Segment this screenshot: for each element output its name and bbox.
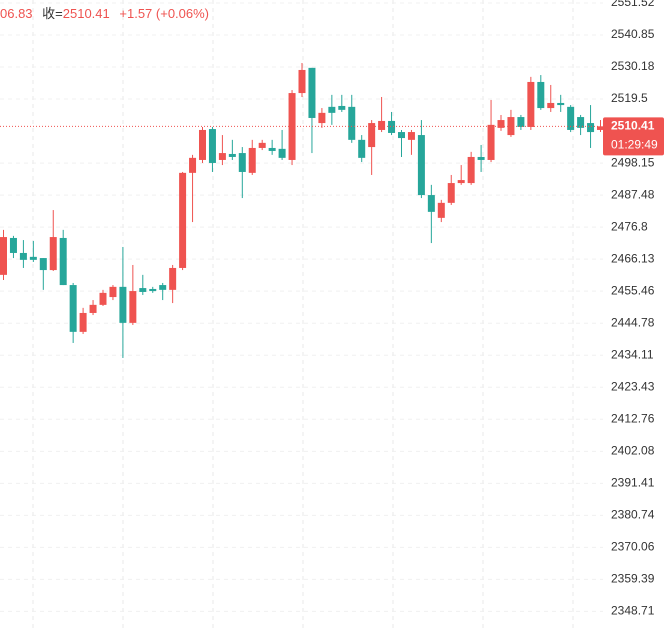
candle-body	[457, 180, 465, 184]
candle-body	[447, 183, 455, 203]
candle-body	[527, 81, 535, 127]
candle-body	[358, 139, 366, 158]
header-change: +1.57 (+0.06%)	[119, 6, 209, 21]
y-tick-label: 2551.52	[611, 0, 655, 9]
y-tick-label: 2476.8	[611, 219, 648, 233]
candle-body	[467, 156, 475, 184]
countdown: 01:29:49	[611, 138, 658, 152]
candle-body	[318, 112, 326, 124]
y-tick-label: 2423.43	[611, 379, 655, 393]
candle-body	[169, 267, 177, 290]
candle-body	[407, 132, 415, 140]
candle-body	[19, 252, 27, 260]
candle-body	[417, 135, 425, 196]
candle-body	[199, 129, 206, 160]
y-tick-label: 2519.5	[611, 91, 648, 105]
candle-body	[597, 126, 604, 130]
candle-body	[517, 117, 525, 127]
y-tick-label: 2540.85	[611, 27, 655, 41]
y-tick-label: 2359.39	[611, 572, 655, 586]
header: 06.83 收=2510.41 +1.57 (+0.06%)	[0, 6, 209, 21]
candle-body	[29, 256, 37, 260]
candle-body	[378, 120, 386, 130]
y-tick-label: 2434.11	[611, 347, 654, 361]
candle-body	[398, 132, 405, 139]
y-tick-label: 2380.74	[611, 508, 655, 522]
candle-body	[238, 153, 246, 172]
candle-body	[427, 195, 435, 212]
candle-body	[89, 304, 97, 313]
candle-body	[9, 237, 17, 253]
candle-body	[139, 288, 147, 292]
candle-body	[109, 286, 117, 298]
y-tick-label: 2466.13	[611, 251, 655, 265]
y-tick-label: 2412.76	[611, 411, 655, 425]
candle-body	[119, 286, 127, 323]
candle-body	[268, 147, 276, 151]
header-close-label: 收=	[42, 6, 63, 21]
price-label: 2510.41	[611, 119, 655, 133]
candle-body	[557, 102, 565, 106]
candle-body	[437, 202, 445, 218]
candle-body	[248, 147, 256, 173]
candle-body	[218, 153, 226, 160]
header-close: 2510.41	[63, 6, 110, 21]
candle-body	[567, 106, 575, 130]
y-tick-label: 2530.18	[611, 59, 655, 73]
candle-body	[149, 288, 157, 292]
candle-body	[49, 237, 57, 271]
candle-body	[129, 291, 137, 323]
candle-body	[189, 157, 197, 173]
candle-body	[348, 106, 356, 140]
candle-body	[587, 123, 595, 133]
candle-body	[487, 124, 495, 160]
candle-body	[328, 106, 336, 113]
candle-body	[577, 117, 585, 128]
y-tick-label: 2402.08	[611, 443, 655, 457]
candle-body	[388, 120, 396, 133]
candle-body	[99, 292, 107, 305]
candle-body	[39, 258, 47, 271]
y-tick-label: 2444.78	[611, 315, 655, 329]
candle-body	[477, 156, 485, 160]
candle-body	[368, 123, 376, 148]
y-tick-label: 2391.41	[611, 476, 655, 490]
candle-body	[79, 312, 87, 332]
candle-body	[59, 237, 67, 286]
grid-vertical	[32, 0, 574, 630]
header-open: 06.83	[0, 6, 33, 21]
candle-body	[228, 153, 236, 157]
candle-body	[338, 105, 346, 110]
candle-body	[298, 69, 306, 94]
candle-body	[179, 172, 187, 268]
candle-body	[69, 285, 77, 332]
candle-body	[308, 67, 316, 118]
candle-body	[208, 129, 216, 163]
candle-body	[159, 285, 167, 290]
candle-body	[497, 120, 505, 128]
candle-body	[288, 93, 296, 160]
y-tick-label: 2348.71	[611, 604, 655, 618]
candle-body	[278, 148, 286, 158]
y-tick-label: 2487.48	[611, 187, 655, 201]
candle-body	[0, 237, 7, 275]
candle-body	[537, 81, 545, 109]
candle-body	[547, 102, 555, 109]
y-tick-label: 2498.15	[611, 155, 655, 169]
candle-body	[258, 142, 266, 148]
y-tick-label: 2370.06	[611, 540, 655, 554]
y-tick-label: 2455.46	[611, 283, 655, 297]
price-label-box	[603, 117, 664, 156]
